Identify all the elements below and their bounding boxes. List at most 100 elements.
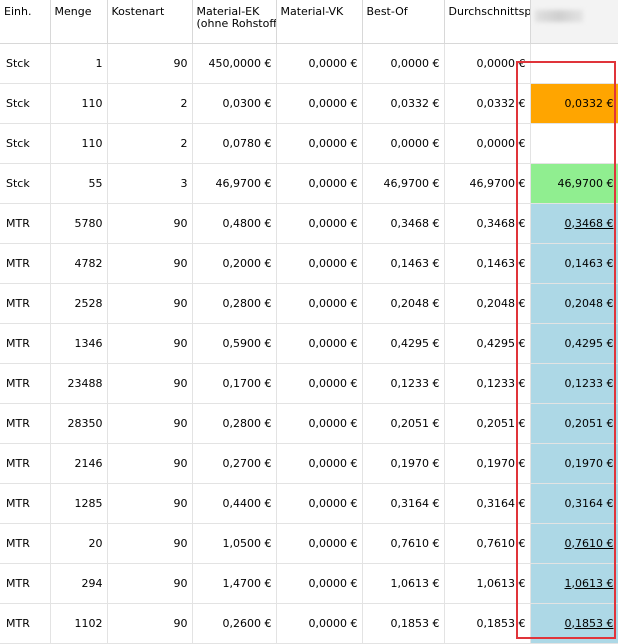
cell-kostenart[interactable]: 90 <box>107 443 193 484</box>
cell-material-vk[interactable]: 0,0000 € <box>276 603 363 644</box>
cell-kostenart[interactable]: 90 <box>107 483 193 524</box>
cell-material-vk[interactable]: 0,0000 € <box>276 283 363 324</box>
cell-menge[interactable]: 55 <box>50 163 108 204</box>
cell-kostenart[interactable]: 90 <box>107 403 193 444</box>
cell-material-ek[interactable]: 0,0780 € <box>192 123 277 164</box>
cell-material-ek[interactable]: 0,2600 € <box>192 603 277 644</box>
cell-kostenart[interactable]: 90 <box>107 603 193 644</box>
cell-material-vk[interactable]: 0,0000 € <box>276 523 363 564</box>
cell-best-of[interactable]: 0,2048 € <box>362 283 445 324</box>
cell-material-vk[interactable]: 0,0000 € <box>276 403 363 444</box>
cell-material-vk[interactable]: 0,0000 € <box>276 563 363 604</box>
cell-einheit[interactable]: MTR <box>0 523 51 564</box>
cell-highlighted-price[interactable]: 46,9700 € <box>530 163 618 204</box>
cell-menge[interactable]: 1102 <box>50 603 108 644</box>
cell-best-of[interactable]: 0,1233 € <box>362 363 445 404</box>
cell-highlighted-price[interactable]: 0,2048 € <box>530 283 618 324</box>
cell-material-vk[interactable]: 0,0000 € <box>276 163 363 204</box>
cell-material-vk[interactable]: 0,0000 € <box>276 203 363 244</box>
cell-einheit[interactable]: MTR <box>0 243 51 284</box>
cell-highlighted-price[interactable] <box>530 43 618 84</box>
cell-menge[interactable]: 1346 <box>50 323 108 364</box>
cell-best-of[interactable]: 0,0000 € <box>362 123 445 164</box>
cell-durchschnittspreis[interactable]: 0,3468 € <box>444 203 531 244</box>
cell-durchschnittspreis[interactable]: 0,3164 € <box>444 483 531 524</box>
cell-material-ek[interactable]: 0,0300 € <box>192 83 277 124</box>
cell-highlighted-price[interactable] <box>530 123 618 164</box>
table-row[interactable]: MTR 1285 90 0,4400 €0,0000 €0,3164 €0,3164 … <box>0 483 618 524</box>
cell-highlighted-price[interactable]: 0,1233 € <box>530 363 618 404</box>
cell-material-vk[interactable]: 0,0000 € <box>276 323 363 364</box>
table-row[interactable]: MTR 2146 90 0,2700 €0,0000 €0,1970 €0,1970 … <box>0 443 618 484</box>
table-row[interactable]: MTR 294 90 1,4700 €0,0000 €1,0613 €1,0613 €… <box>0 563 618 604</box>
cell-material-vk[interactable]: 0,0000 € <box>276 483 363 524</box>
cell-durchschnittspreis[interactable]: 0,7610 € <box>444 523 531 564</box>
col-header-menge[interactable]: Menge <box>50 0 108 44</box>
cell-einheit[interactable]: Stck <box>0 43 51 84</box>
cell-durchschnittspreis[interactable]: 0,0000 € <box>444 43 531 84</box>
cell-einheit[interactable]: MTR <box>0 323 51 364</box>
cell-einheit[interactable]: Stck <box>0 83 51 124</box>
cell-einheit[interactable]: Stck <box>0 123 51 164</box>
cell-highlighted-price[interactable]: 0,1970 € <box>530 443 618 484</box>
cell-einheit[interactable]: MTR <box>0 403 51 444</box>
cell-menge[interactable]: 2146 <box>50 443 108 484</box>
cell-material-ek[interactable]: 0,2000 € <box>192 243 277 284</box>
cell-kostenart[interactable]: 90 <box>107 363 193 404</box>
cell-durchschnittspreis[interactable]: 0,1970 € <box>444 443 531 484</box>
col-header-durchschnittspreis[interactable]: Durchschnittspr <box>444 0 531 44</box>
cell-einheit[interactable]: MTR <box>0 483 51 524</box>
cell-kostenart[interactable]: 2 <box>107 83 193 124</box>
cell-material-vk[interactable]: 0,0000 € <box>276 123 363 164</box>
cell-einheit[interactable]: MTR <box>0 603 51 644</box>
cell-durchschnittspreis[interactable]: 0,0332 € <box>444 83 531 124</box>
table-row[interactable]: MTR 28350 90 0,2800 €0,0000 €0,2051 €0,2051… <box>0 403 618 444</box>
col-header-material-vk[interactable]: Material-VK <box>276 0 363 44</box>
table-row[interactable]: MTR 1346 90 0,5900 €0,0000 €0,4295 €0,4295 … <box>0 323 618 364</box>
cell-kostenart[interactable]: 90 <box>107 563 193 604</box>
cell-menge[interactable]: 5780 <box>50 203 108 244</box>
cell-material-ek[interactable]: 0,2800 € <box>192 283 277 324</box>
table-row[interactable]: MTR 20 90 1,0500 €0,0000 €0,7610 €0,7610 €0… <box>0 523 618 564</box>
cell-material-vk[interactable]: 0,0000 € <box>276 443 363 484</box>
table-row[interactable]: Stck 110 2 0,0300 €0,0000 €0,0332 €0,0332 €… <box>0 83 618 124</box>
cell-einheit[interactable]: Stck <box>0 163 51 204</box>
cell-kostenart[interactable]: 90 <box>107 283 193 324</box>
cell-kostenart[interactable]: 90 <box>107 243 193 284</box>
cell-material-ek[interactable]: 0,4400 € <box>192 483 277 524</box>
cell-best-of[interactable]: 0,4295 € <box>362 323 445 364</box>
cell-menge[interactable]: 1 <box>50 43 108 84</box>
col-header-einheit[interactable]: Einh. <box>0 0 51 44</box>
cell-menge[interactable]: 23488 <box>50 363 108 404</box>
cell-menge[interactable]: 110 <box>50 83 108 124</box>
cell-kostenart[interactable]: 90 <box>107 203 193 244</box>
cell-kostenart[interactable]: 90 <box>107 523 193 564</box>
cell-highlighted-price[interactable]: 0,3468 € <box>530 203 618 244</box>
cell-highlighted-price[interactable]: 0,4295 € <box>530 323 618 364</box>
table-row[interactable]: MTR 23488 90 0,1700 €0,0000 €0,1233 €0,1233… <box>0 363 618 404</box>
cell-best-of[interactable]: 0,2051 € <box>362 403 445 444</box>
cell-material-vk[interactable]: 0,0000 € <box>276 363 363 404</box>
table-row[interactable]: MTR 5780 90 0,4800 €0,0000 €0,3468 €0,3468 … <box>0 203 618 244</box>
cell-kostenart[interactable]: 90 <box>107 43 193 84</box>
table-row[interactable]: Stck 55 3 46,9700 €0,0000 €46,9700 €46,9700… <box>0 163 618 204</box>
cell-einheit[interactable]: MTR <box>0 203 51 244</box>
cell-einheit[interactable]: MTR <box>0 363 51 404</box>
cell-highlighted-price[interactable]: 1,0613 € <box>530 563 618 604</box>
cell-material-vk[interactable]: 0,0000 € <box>276 43 363 84</box>
cell-durchschnittspreis[interactable]: 0,1463 € <box>444 243 531 284</box>
table-row[interactable]: MTR 1102 90 0,2600 €0,0000 €0,1853 €0,1853 … <box>0 603 618 644</box>
cell-menge[interactable]: 4782 <box>50 243 108 284</box>
cell-best-of[interactable]: 1,0613 € <box>362 563 445 604</box>
col-header-best-of[interactable]: Best-Of <box>362 0 445 44</box>
cell-menge[interactable]: 1285 <box>50 483 108 524</box>
table-row[interactable]: Stck 110 2 0,0780 €0,0000 €0,0000 €0,0000 € <box>0 123 618 164</box>
cell-kostenart[interactable]: 2 <box>107 123 193 164</box>
cell-material-ek[interactable]: 0,1700 € <box>192 363 277 404</box>
cell-highlighted-price[interactable]: 0,1463 € <box>530 243 618 284</box>
cell-highlighted-price[interactable]: 0,1853 € <box>530 603 618 644</box>
cell-einheit[interactable]: MTR <box>0 563 51 604</box>
cell-durchschnittspreis[interactable]: 0,0000 € <box>444 123 531 164</box>
cell-material-ek[interactable]: 1,4700 € <box>192 563 277 604</box>
table-row[interactable]: MTR 2528 90 0,2800 €0,0000 €0,2048 €0,2048 … <box>0 283 618 324</box>
